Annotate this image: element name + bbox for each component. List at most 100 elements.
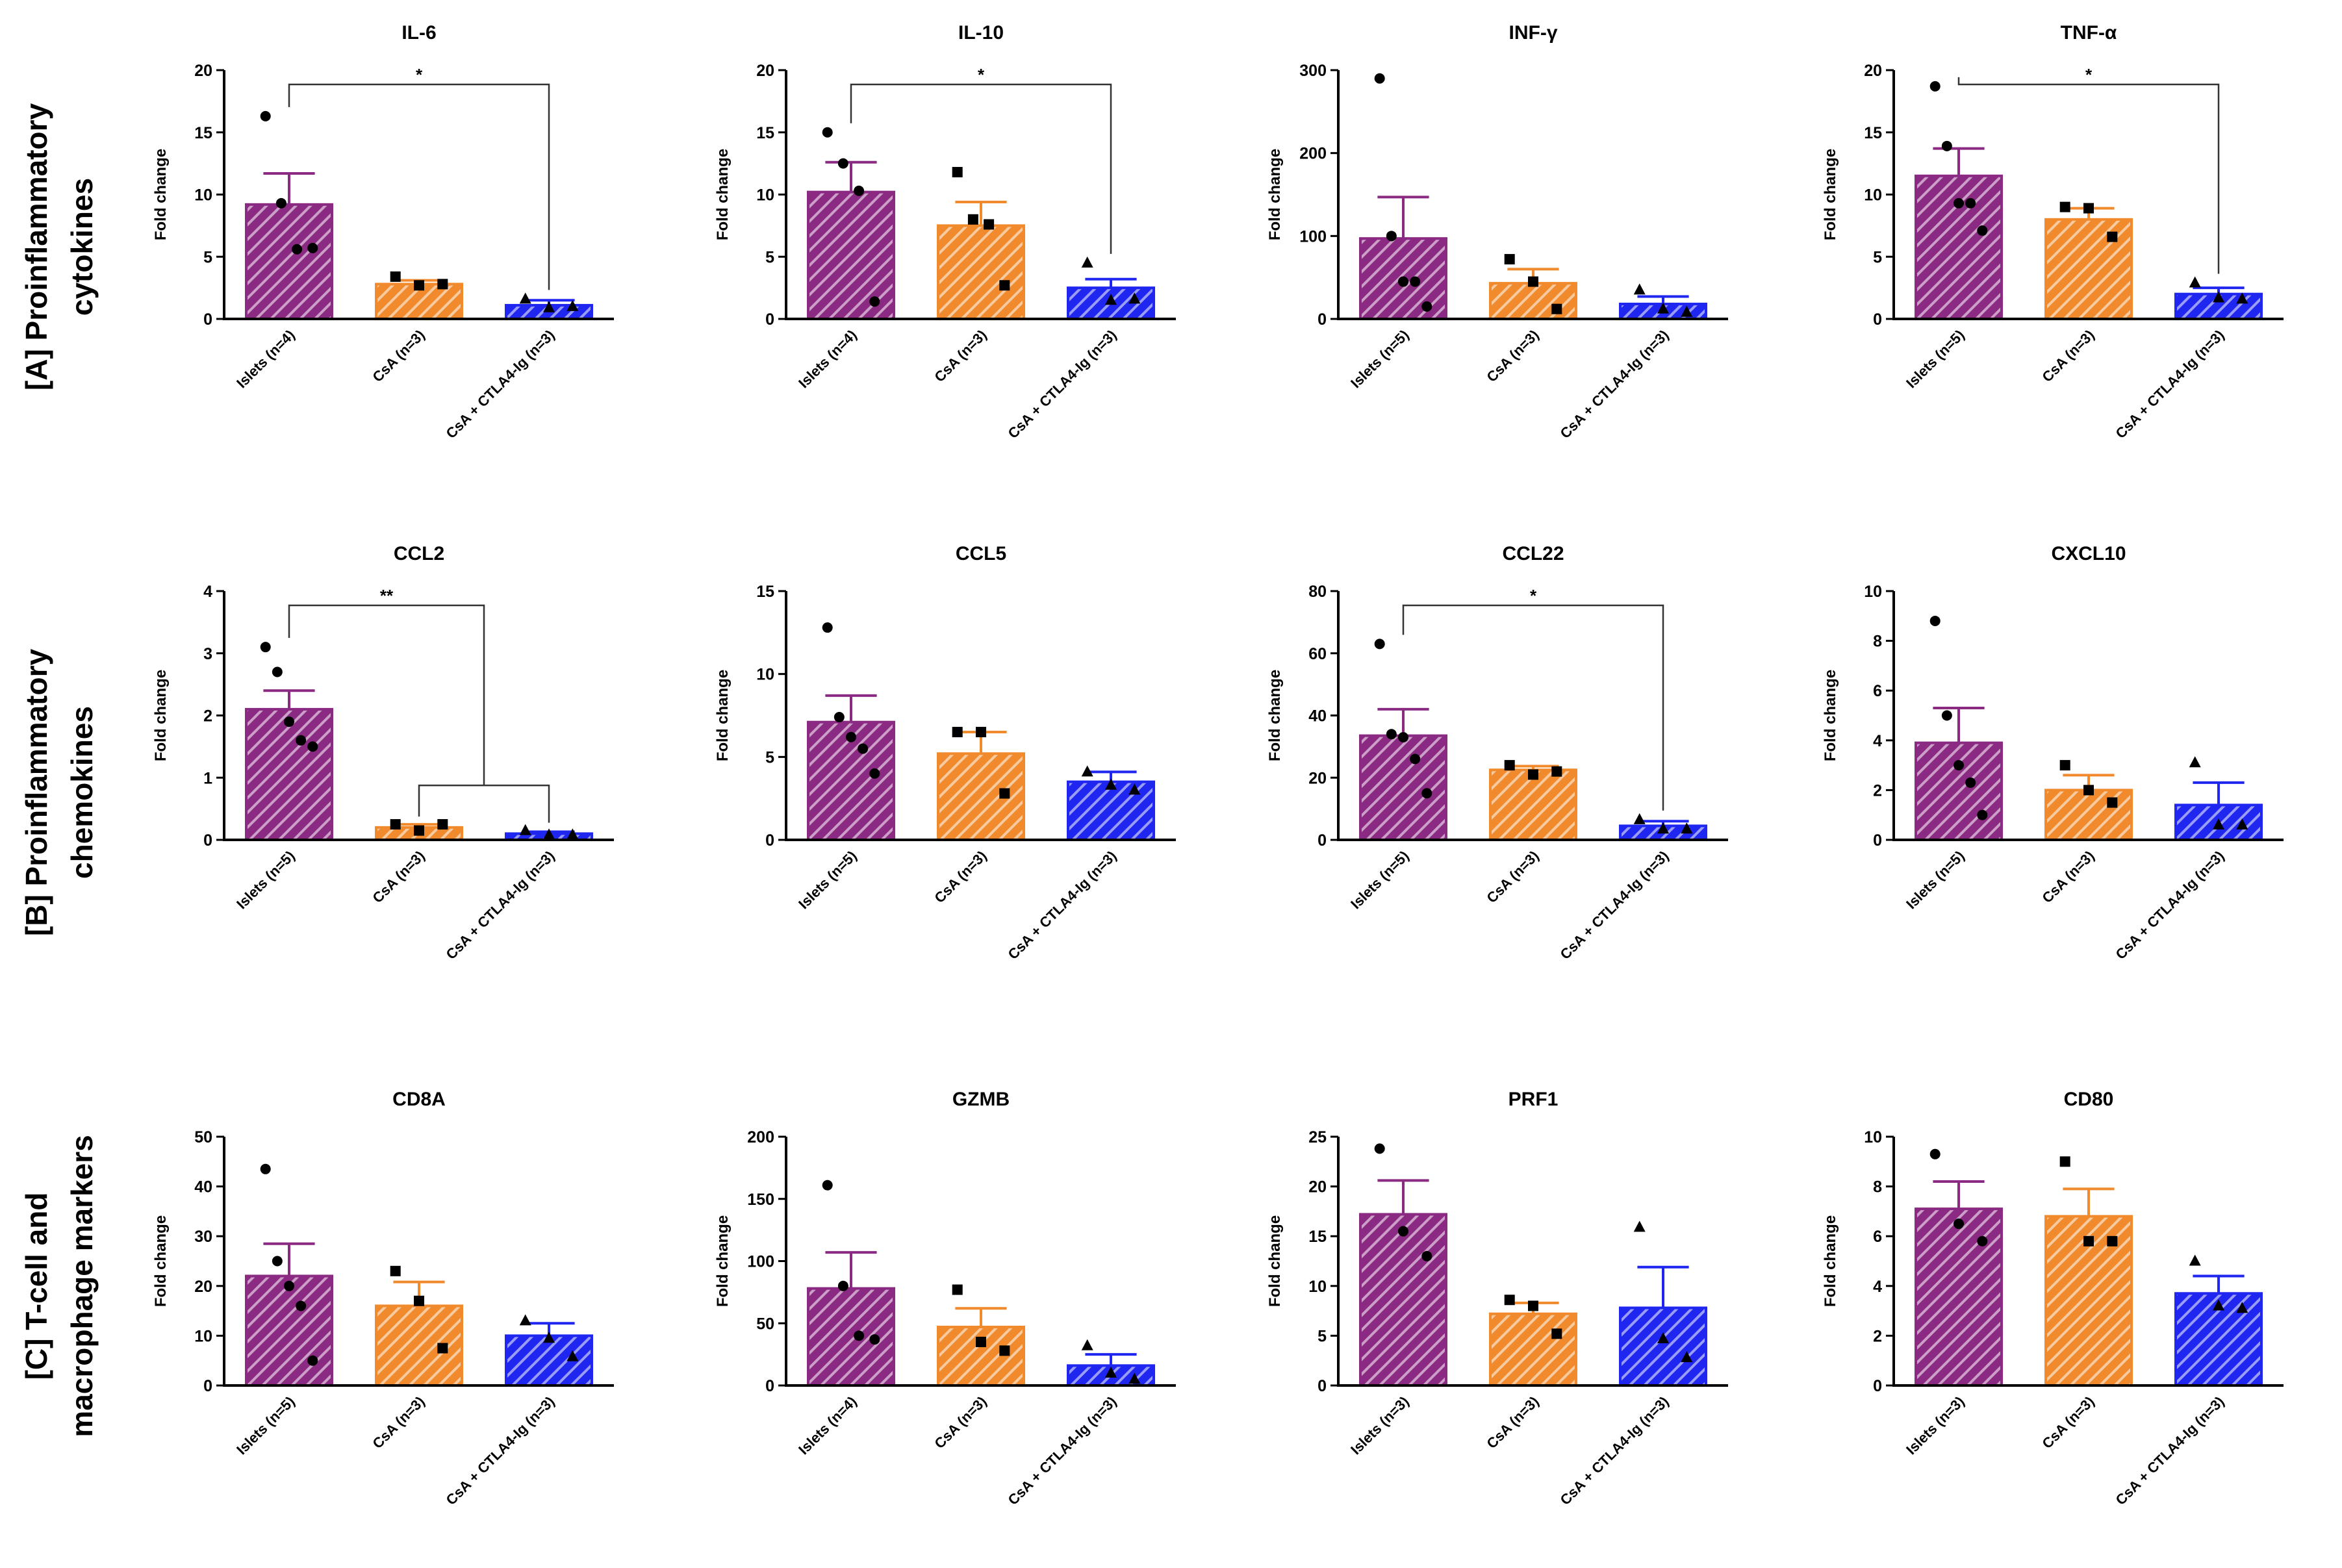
x-tick-label: Islets (n=4) — [795, 1393, 859, 1458]
error-bar — [2193, 1274, 2245, 1294]
data-point — [2236, 1302, 2248, 1313]
y-tick-label: 0 — [203, 1377, 212, 1395]
significance-bracket — [288, 83, 550, 290]
data-point — [1977, 809, 1988, 820]
data-point — [1954, 197, 1964, 209]
y-tick-label: 150 — [747, 1191, 774, 1209]
chart-title: CD8A — [392, 1089, 446, 1110]
x-tick-label: CsA + CTLA4-Ig (n=3) — [1557, 1393, 1672, 1508]
y-axis-label: Fold change — [1822, 1215, 1839, 1307]
data-point — [1528, 1300, 1538, 1311]
data-point — [2107, 1235, 2118, 1246]
x-tick-label: Islets (n=5) — [1347, 848, 1412, 912]
data-point — [543, 301, 555, 312]
y-tick-label: 0 — [765, 1377, 774, 1395]
data-point — [2059, 201, 2070, 212]
data-point — [1504, 1295, 1515, 1306]
x-tick-label: Islets (n=3) — [1347, 1393, 1412, 1458]
y-tick-label: 4 — [1873, 1278, 1882, 1296]
y-tick-label: 10 — [756, 186, 774, 205]
x-tick-label: CsA + CTLA4-Ig (n=3) — [1005, 327, 1120, 442]
significance-label: * — [978, 65, 985, 84]
y-tick-label: 5 — [1317, 1327, 1327, 1345]
data-point — [1128, 292, 1141, 304]
y-tick-label: 60 — [1308, 645, 1327, 663]
data-point — [854, 185, 865, 196]
y-tick-label: 0 — [765, 831, 774, 850]
y-axis-label: Fold change — [714, 149, 732, 240]
significance-label: * — [2085, 65, 2093, 84]
data-point — [1633, 813, 1646, 824]
bar — [245, 707, 333, 842]
x-tick-label: Islets (n=4) — [233, 327, 298, 391]
x-tick-label: CsA (n=3) — [931, 1393, 989, 1452]
axes — [1892, 70, 2284, 320]
x-tick-label: CsA (n=3) — [1483, 327, 1542, 385]
chart-title: IL-6 — [401, 22, 436, 44]
chart-title: CXCL10 — [2051, 543, 2126, 564]
y-tick-label: 300 — [1299, 62, 1327, 80]
data-point — [822, 127, 833, 138]
y-axis-label: Fold change — [1822, 149, 1839, 240]
y-tick-label: 200 — [1299, 145, 1327, 163]
data-point — [296, 1300, 307, 1311]
bar — [1359, 734, 1447, 842]
x-tick-label: CsA + CTLA4-Ig (n=3) — [1557, 848, 1672, 963]
y-tick-label: 10 — [194, 1327, 212, 1345]
significance-label: * — [1530, 586, 1537, 605]
y-tick-label: 0 — [1317, 310, 1327, 329]
data-point — [414, 825, 424, 836]
data-point — [976, 1336, 986, 1347]
data-point — [2189, 1254, 2201, 1266]
y-tick-label: 15 — [756, 583, 774, 601]
data-point — [1105, 294, 1117, 305]
y-tick-label: 40 — [1308, 707, 1327, 726]
data-point — [2236, 818, 2248, 830]
y-tick-label: 2 — [203, 707, 212, 726]
data-point — [1398, 276, 1408, 287]
bar — [807, 190, 895, 321]
x-tick-label: CsA + CTLA4-Ig (n=3) — [1005, 848, 1120, 963]
data-point — [1633, 1220, 1646, 1232]
data-point — [390, 1265, 401, 1276]
y-tick-label: 20 — [194, 1278, 212, 1296]
data-point — [869, 1334, 880, 1345]
data-point — [1657, 302, 1669, 314]
error-bar — [1933, 707, 1985, 743]
data-point — [292, 244, 303, 255]
data-point — [307, 242, 318, 253]
y-tick-label: 0 — [1317, 831, 1327, 850]
y-axis-label: Fold change — [1822, 670, 1839, 761]
x-tick-label: CsA + CTLA4-Ig (n=3) — [443, 1393, 558, 1508]
y-axis-label: Fold change — [714, 670, 732, 761]
data-point — [1421, 788, 1432, 799]
chart-title: GZMB — [952, 1089, 1010, 1110]
data-point — [1386, 231, 1397, 242]
error-bar — [2063, 1187, 2115, 1217]
bar — [375, 1304, 463, 1387]
error-bar — [1377, 196, 1429, 239]
data-point — [543, 1332, 555, 1343]
axes — [1337, 70, 1728, 320]
error-bar — [1377, 1179, 1429, 1215]
data-point — [1681, 822, 1693, 834]
x-tick-label: CsA + CTLA4-Ig (n=3) — [1557, 327, 1672, 442]
y-tick-label: 6 — [1873, 1228, 1882, 1246]
y-tick-label: 10 — [1308, 1278, 1327, 1296]
x-tick-label: CsA + CTLA4-Ig (n=3) — [2113, 327, 2228, 442]
y-tick-label: 100 — [747, 1253, 774, 1271]
x-tick-label: CsA (n=3) — [369, 1393, 427, 1452]
data-point — [414, 1295, 424, 1306]
data-point — [519, 1314, 531, 1326]
data-point — [1551, 766, 1562, 777]
bar — [807, 1287, 895, 1387]
x-tick-label: Islets (n=5) — [233, 1393, 298, 1458]
data-point — [1421, 1250, 1432, 1261]
y-tick-label: 15 — [1864, 124, 1882, 142]
data-point — [1081, 765, 1093, 777]
y-tick-label: 15 — [194, 124, 212, 142]
axes — [1892, 591, 2284, 841]
row-label: chemokines — [65, 706, 99, 879]
data-point — [566, 1350, 579, 1361]
